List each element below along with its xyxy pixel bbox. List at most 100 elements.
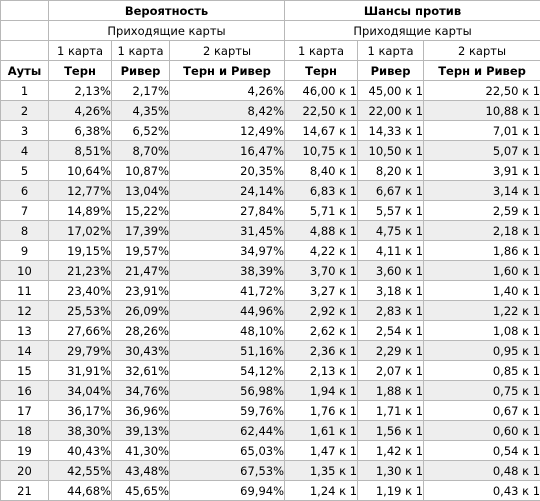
odds-turn-cell: 2,62 к 1: [285, 321, 358, 341]
prob-turn-cell: 19,15%: [49, 241, 112, 261]
odds-turn-cell: 1,47 к 1: [285, 441, 358, 461]
prob-turn-cell: 42,55%: [49, 461, 112, 481]
outs-cell: 13: [1, 321, 49, 341]
prob-both-column-header: Терн и Ривер: [170, 61, 285, 81]
odds-both-cell: 1,08 к 1: [424, 321, 540, 341]
odds-turn-cell: 22,50 к 1: [285, 101, 358, 121]
odds-river-cell: 6,67 к 1: [358, 181, 424, 201]
prob-both-cell: 31,45%: [170, 221, 285, 241]
odds-river-cell: 2,07 к 1: [358, 361, 424, 381]
outs-cell: 6: [1, 181, 49, 201]
prob-turn-column-header: Терн: [49, 61, 112, 81]
table-row: 4 8,51% 8,70% 16,47% 10,75 к 1 10,50 к 1…: [1, 141, 540, 161]
prob-river-cell: 6,52%: [112, 121, 170, 141]
odds-river-cell: 1,42 к 1: [358, 441, 424, 461]
table-row: 11 23,40% 23,91% 41,72% 3,27 к 1 3,18 к …: [1, 281, 540, 301]
prob-river-cell: 36,96%: [112, 401, 170, 421]
corner-cell: [1, 21, 49, 41]
prob-both-cell: 4,26%: [170, 81, 285, 101]
odds-turn-cell: 1,76 к 1: [285, 401, 358, 421]
outs-cell: 21: [1, 481, 49, 501]
prob-river-cell: 41,30%: [112, 441, 170, 461]
table-row: 1 2,13% 2,17% 4,26% 46,00 к 1 45,00 к 1 …: [1, 81, 540, 101]
odds-both-cell: 3,14 к 1: [424, 181, 540, 201]
odds-both-cell: 1,22 к 1: [424, 301, 540, 321]
odds-turn-cell: 1,94 к 1: [285, 381, 358, 401]
outs-cell: 4: [1, 141, 49, 161]
odds-river-cell: 3,18 к 1: [358, 281, 424, 301]
odds-turn-cell: 2,36 к 1: [285, 341, 358, 361]
outs-cell: 7: [1, 201, 49, 221]
odds-both-cell: 0,54 к 1: [424, 441, 540, 461]
odds-river-cell: 1,30 к 1: [358, 461, 424, 481]
prob-turn-cardcount: 1 карта: [49, 41, 112, 61]
odds-river-cardcount: 1 карта: [358, 41, 424, 61]
odds-turn-cell: 3,70 к 1: [285, 261, 358, 281]
prob-both-cell: 34,97%: [170, 241, 285, 261]
prob-turn-cell: 8,51%: [49, 141, 112, 161]
table-row: 2 4,26% 4,35% 8,42% 22,50 к 1 22,00 к 1 …: [1, 101, 540, 121]
prob-turn-cell: 27,66%: [49, 321, 112, 341]
odds-river-column-header: Ривер: [358, 61, 424, 81]
odds-both-cell: 1,40 к 1: [424, 281, 540, 301]
prob-turn-cell: 31,91%: [49, 361, 112, 381]
prob-turn-cell: 12,77%: [49, 181, 112, 201]
odds-river-cell: 10,50 к 1: [358, 141, 424, 161]
odds-both-cell: 5,07 к 1: [424, 141, 540, 161]
prob-river-cell: 39,13%: [112, 421, 170, 441]
probability-incoming-cards-label: Приходящие карты: [49, 21, 285, 41]
table-row: 13 27,66% 28,26% 48,10% 2,62 к 1 2,54 к …: [1, 321, 540, 341]
prob-river-cell: 2,17%: [112, 81, 170, 101]
outs-cell: 19: [1, 441, 49, 461]
odds-river-cell: 1,19 к 1: [358, 481, 424, 501]
prob-turn-cell: 38,30%: [49, 421, 112, 441]
outs-column-header: Ауты: [1, 61, 49, 81]
odds-both-cell: 3,91 к 1: [424, 161, 540, 181]
table-row: 8 17,02% 17,39% 31,45% 4,88 к 1 4,75 к 1…: [1, 221, 540, 241]
odds-turn-cell: 6,83 к 1: [285, 181, 358, 201]
prob-river-cell: 34,76%: [112, 381, 170, 401]
odds-turn-cell: 5,71 к 1: [285, 201, 358, 221]
table-row: 14 29,79% 30,43% 51,16% 2,36 к 1 2,29 к …: [1, 341, 540, 361]
odds-turn-cardcount: 1 карта: [285, 41, 358, 61]
prob-turn-cell: 36,17%: [49, 401, 112, 421]
table-row: 12 25,53% 26,09% 44,96% 2,92 к 1 2,83 к …: [1, 301, 540, 321]
prob-river-cell: 19,57%: [112, 241, 170, 261]
odds-river-cell: 1,56 к 1: [358, 421, 424, 441]
table-header: Вероятность Шансы против Приходящие карт…: [1, 1, 540, 81]
prob-both-cell: 67,53%: [170, 461, 285, 481]
outs-cell: 14: [1, 341, 49, 361]
odds-turn-cell: 46,00 к 1: [285, 81, 358, 101]
prob-river-cell: 8,70%: [112, 141, 170, 161]
odds-turn-column-header: Терн: [285, 61, 358, 81]
table-row: 18 38,30% 39,13% 62,44% 1,61 к 1 1,56 к …: [1, 421, 540, 441]
prob-both-cell: 56,98%: [170, 381, 285, 401]
table-row: 16 34,04% 34,76% 56,98% 1,94 к 1 1,88 к …: [1, 381, 540, 401]
outs-cell: 17: [1, 401, 49, 421]
outs-cell: 2: [1, 101, 49, 121]
odds-turn-cell: 2,92 к 1: [285, 301, 358, 321]
odds-river-cell: 1,71 к 1: [358, 401, 424, 421]
prob-turn-cell: 2,13%: [49, 81, 112, 101]
prob-turn-cell: 40,43%: [49, 441, 112, 461]
prob-both-cell: 24,14%: [170, 181, 285, 201]
prob-river-cell: 13,04%: [112, 181, 170, 201]
probability-heading: Вероятность: [49, 1, 285, 21]
odds-both-cell: 1,86 к 1: [424, 241, 540, 261]
prob-turn-cell: 44,68%: [49, 481, 112, 501]
prob-both-cell: 41,72%: [170, 281, 285, 301]
prob-both-cardcount: 2 карты: [170, 41, 285, 61]
prob-turn-cell: 4,26%: [49, 101, 112, 121]
odds-both-cell: 0,43 к 1: [424, 481, 540, 501]
prob-river-cell: 21,47%: [112, 261, 170, 281]
odds-turn-cell: 1,35 к 1: [285, 461, 358, 481]
prob-both-cell: 44,96%: [170, 301, 285, 321]
odds-both-cell: 0,85 к 1: [424, 361, 540, 381]
prob-both-cell: 20,35%: [170, 161, 285, 181]
prob-turn-cell: 29,79%: [49, 341, 112, 361]
odds-river-cell: 2,54 к 1: [358, 321, 424, 341]
odds-both-cell: 10,88 к 1: [424, 101, 540, 121]
prob-turn-cell: 34,04%: [49, 381, 112, 401]
outs-cell: 12: [1, 301, 49, 321]
